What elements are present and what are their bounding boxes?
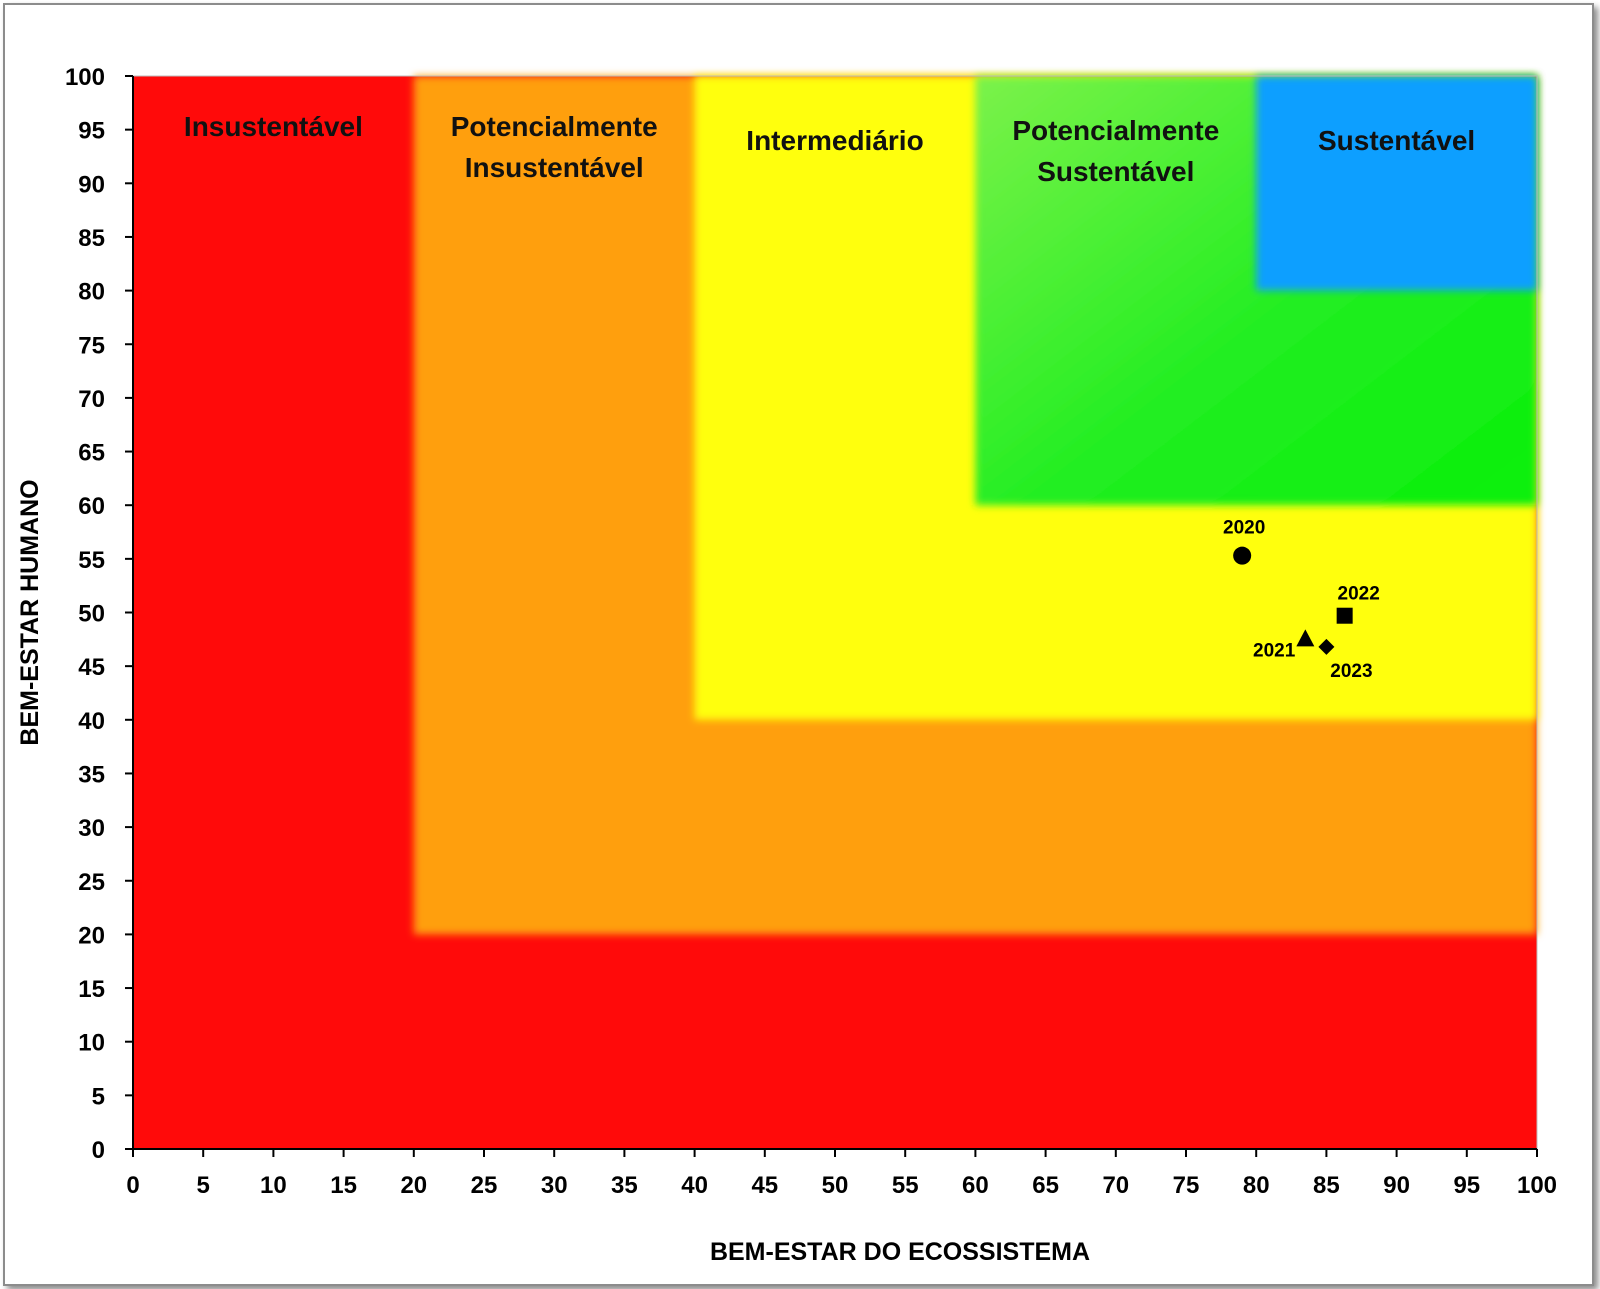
y-tick-label: 100	[65, 64, 105, 91]
y-tick-label: 30	[78, 815, 105, 842]
zone-label-2: Insustentável	[465, 152, 644, 183]
x-tick-label: 0	[126, 1172, 139, 1199]
point-label-2021: 2021	[1253, 640, 1296, 661]
zone-label-3: Intermediário	[746, 125, 923, 156]
point-2021	[1296, 629, 1315, 647]
x-tick-label: 95	[1453, 1172, 1480, 1199]
y-tick-label: 55	[78, 547, 105, 574]
y-tick-label: 25	[78, 869, 105, 896]
x-tick-label: 45	[751, 1172, 778, 1199]
x-tick-label: 30	[541, 1172, 568, 1199]
zone-label-4: Sustentável	[1037, 156, 1194, 187]
x-tick-label: 50	[822, 1172, 849, 1199]
zone-label-4: Potencialmente	[1012, 115, 1219, 146]
zone-label-1: Insustentável	[184, 111, 363, 142]
x-tick-label: 10	[260, 1172, 287, 1199]
x-tick-label: 85	[1313, 1172, 1340, 1199]
zone-label-2: Potencialmente	[451, 111, 658, 142]
x-tick-label: 35	[611, 1172, 638, 1199]
points-layer: 2020 2021 2022 2023	[1223, 518, 1380, 682]
x-tick-label: 20	[400, 1172, 427, 1199]
y-axis-title: BEM-ESTAR HUMANO	[16, 479, 44, 745]
y-tick-label: 15	[78, 976, 105, 1003]
point-2020	[1233, 546, 1252, 565]
y-tick-label: 95	[78, 118, 105, 145]
point-2023	[1318, 638, 1335, 655]
y-tick-label: 35	[78, 761, 105, 788]
x-tick-label: 40	[681, 1172, 708, 1199]
x-tick-label: 15	[330, 1172, 357, 1199]
y-tick-label: 80	[78, 279, 105, 306]
x-tick-label: 25	[471, 1172, 498, 1199]
x-tick-label: 80	[1243, 1172, 1270, 1199]
zone-labels-layer: Insustentável Potencialmente Insustentável…	[184, 111, 1475, 187]
x-tick-label: 55	[892, 1172, 919, 1199]
axes-layer: 0 5 10 15 20 25 30 35 40 45 50 55 60 65 70 75 80 85 90 95 10…	[65, 64, 1557, 1199]
y-tick-label: 50	[78, 601, 105, 628]
point-label-2020: 2020	[1223, 518, 1265, 539]
x-tick-label: 70	[1102, 1172, 1129, 1199]
point-label-2023: 2023	[1330, 661, 1372, 682]
y-tick-label: 75	[78, 332, 105, 359]
y-tick-label: 5	[92, 1083, 105, 1110]
y-tick-label: 60	[78, 493, 105, 520]
y-tick-label: 20	[78, 922, 105, 949]
x-axis-title: BEM-ESTAR DO ECOSSISTEMA	[710, 1238, 1090, 1266]
y-tick-label: 90	[78, 171, 105, 198]
x-tick-label: 65	[1032, 1172, 1059, 1199]
zones-layer	[132, 75, 1538, 1150]
zone-5	[1256, 76, 1537, 291]
y-tick-label: 40	[78, 708, 105, 735]
x-tick-label: 75	[1173, 1172, 1200, 1199]
y-tick-label: 45	[78, 654, 105, 681]
x-tick-label: 90	[1383, 1172, 1410, 1199]
point-label-2022: 2022	[1338, 584, 1380, 605]
y-tick-label: 65	[78, 440, 105, 467]
y-tick-label: 10	[78, 1030, 105, 1057]
y-tick-label: 0	[92, 1137, 105, 1164]
zone-label-5: Sustentável	[1318, 125, 1475, 156]
y-tick-label: 70	[78, 386, 105, 413]
x-tick-label: 100	[1517, 1172, 1557, 1199]
point-2022	[1336, 607, 1353, 624]
x-tick-label: 5	[197, 1172, 210, 1199]
x-tick-label: 60	[962, 1172, 989, 1199]
y-tick-label: 85	[78, 225, 105, 252]
